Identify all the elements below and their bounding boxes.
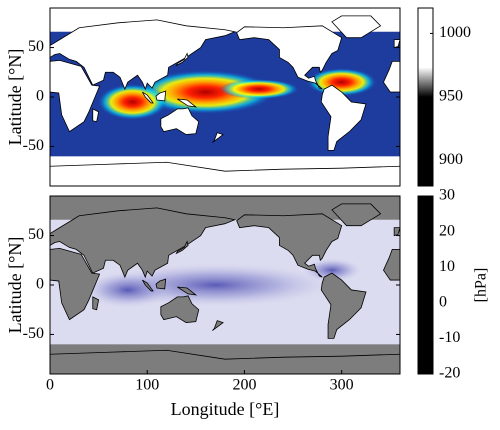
land	[393, 39, 400, 49]
colorbar-tick-label: 950	[439, 88, 463, 105]
colorbar-tick-label: -10	[439, 329, 460, 346]
land	[331, 203, 382, 227]
land	[155, 90, 167, 102]
x-tick-label: 300	[330, 377, 354, 394]
field	[82, 271, 173, 308]
x-axis-label: Longitude [°E]	[171, 399, 280, 419]
field	[301, 258, 362, 283]
y-tick-label: 50	[28, 226, 44, 243]
field	[219, 79, 300, 100]
y-tick-label: -50	[23, 325, 44, 342]
colorbar-tick-label: 0	[439, 293, 447, 310]
colorbar-label: [hPa]	[473, 268, 490, 303]
x-tick-label: 0	[46, 377, 54, 394]
land	[177, 98, 198, 108]
land	[236, 213, 343, 278]
y-axis-label: Latitude [°N]	[5, 237, 25, 334]
x-tick-label: 100	[135, 377, 159, 394]
colorbar-tick-label: 30	[439, 187, 455, 204]
land	[320, 84, 367, 151]
land	[236, 25, 343, 90]
colorbar-tick-label: 20	[439, 222, 455, 239]
colorbar-tick-label: 900	[439, 151, 463, 168]
land	[212, 320, 224, 331]
land	[142, 279, 154, 292]
y-tick-label: 50	[28, 38, 44, 55]
coast	[50, 349, 400, 360]
land	[160, 295, 200, 323]
land	[393, 227, 400, 237]
land	[50, 19, 237, 91]
y-tick-label: 0	[36, 88, 44, 105]
land	[175, 52, 189, 67]
land	[142, 91, 154, 104]
colorbar	[417, 195, 434, 375]
land	[383, 61, 400, 93]
y-tick-label: -50	[23, 137, 44, 154]
coast	[50, 161, 400, 172]
colorbar-tick-label: 10	[439, 258, 455, 275]
y-tick-label: 0	[36, 276, 44, 293]
land	[331, 15, 382, 39]
land	[212, 132, 224, 143]
map	[50, 196, 400, 374]
land	[320, 272, 367, 339]
land	[383, 248, 400, 281]
x-tick-label: 200	[232, 377, 256, 394]
land	[160, 107, 200, 135]
colorbar-tick-label: -20	[439, 365, 460, 382]
map	[50, 8, 400, 186]
land	[50, 60, 101, 133]
land	[50, 207, 237, 279]
land	[92, 296, 100, 311]
land	[175, 240, 189, 255]
land	[177, 286, 198, 296]
y-axis-label: Latitude [°N]	[5, 49, 25, 146]
land	[92, 108, 100, 123]
colorbar-tick-label: 1000	[439, 24, 471, 41]
land	[50, 248, 101, 321]
land	[155, 278, 167, 290]
field	[97, 83, 168, 120]
